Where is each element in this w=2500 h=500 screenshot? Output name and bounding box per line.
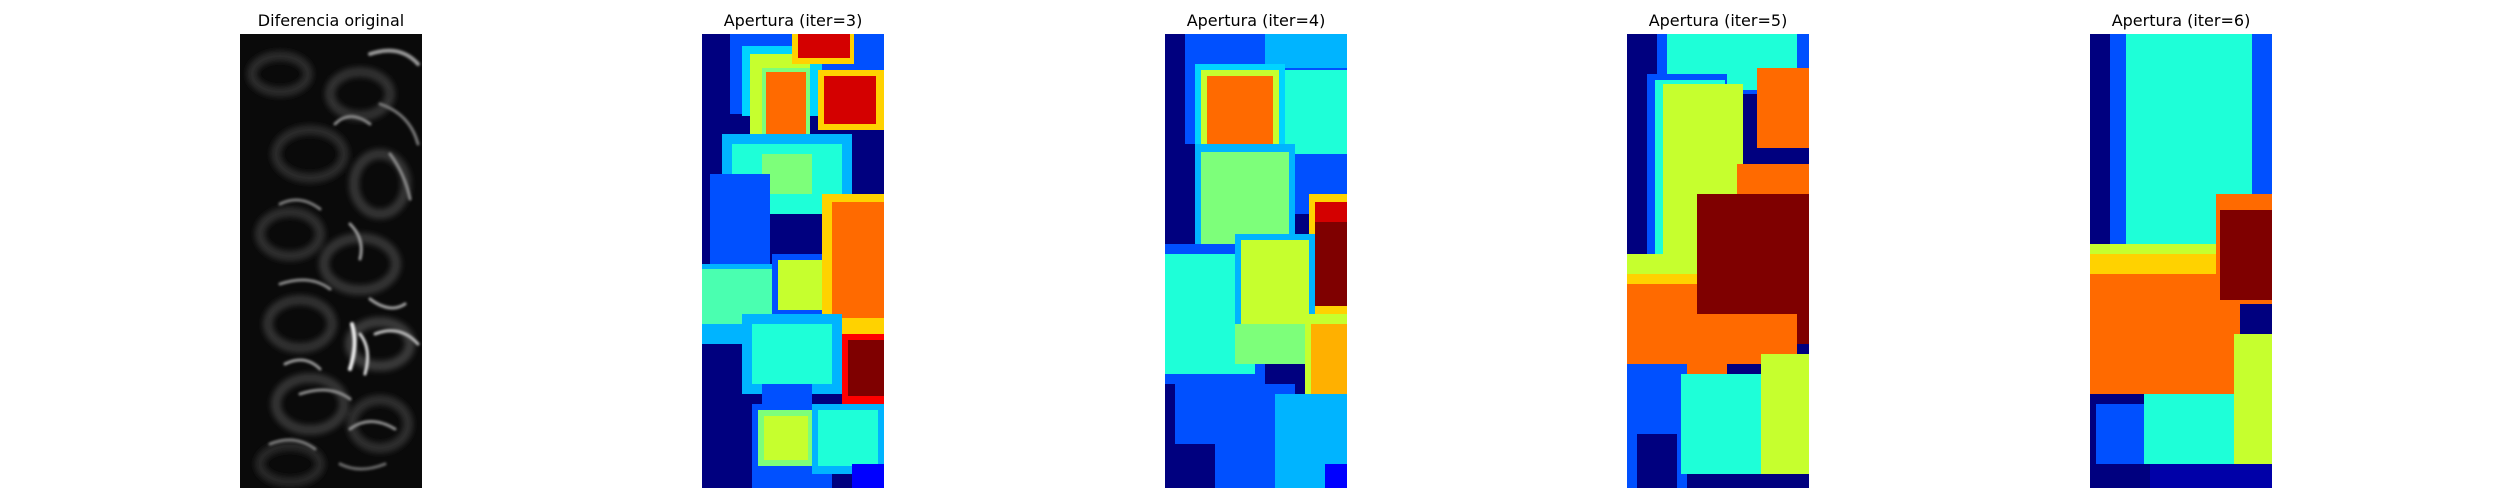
panel-title: Diferencia original [257, 11, 405, 30]
segmentation-image [1627, 34, 1809, 488]
segmentation-image [702, 34, 884, 488]
panel-iter-4: Apertura (iter=4) [1165, 0, 1347, 500]
panel-original: Diferencia original [240, 0, 422, 500]
panel-iter-3: Apertura (iter=3) [702, 0, 884, 500]
panel-title: Apertura (iter=4) [1186, 11, 1326, 30]
panel-title: Apertura (iter=3) [723, 11, 863, 30]
segmentation-image [1165, 34, 1347, 488]
panel-title: Apertura (iter=5) [1648, 11, 1788, 30]
panel-iter-5: Apertura (iter=5) [1627, 0, 1809, 500]
panel-iter-6: Apertura (iter=6) [2090, 0, 2272, 500]
segmentation-image [2090, 34, 2272, 488]
panel-title: Apertura (iter=6) [2111, 11, 2251, 30]
grayscale-image [240, 34, 422, 488]
